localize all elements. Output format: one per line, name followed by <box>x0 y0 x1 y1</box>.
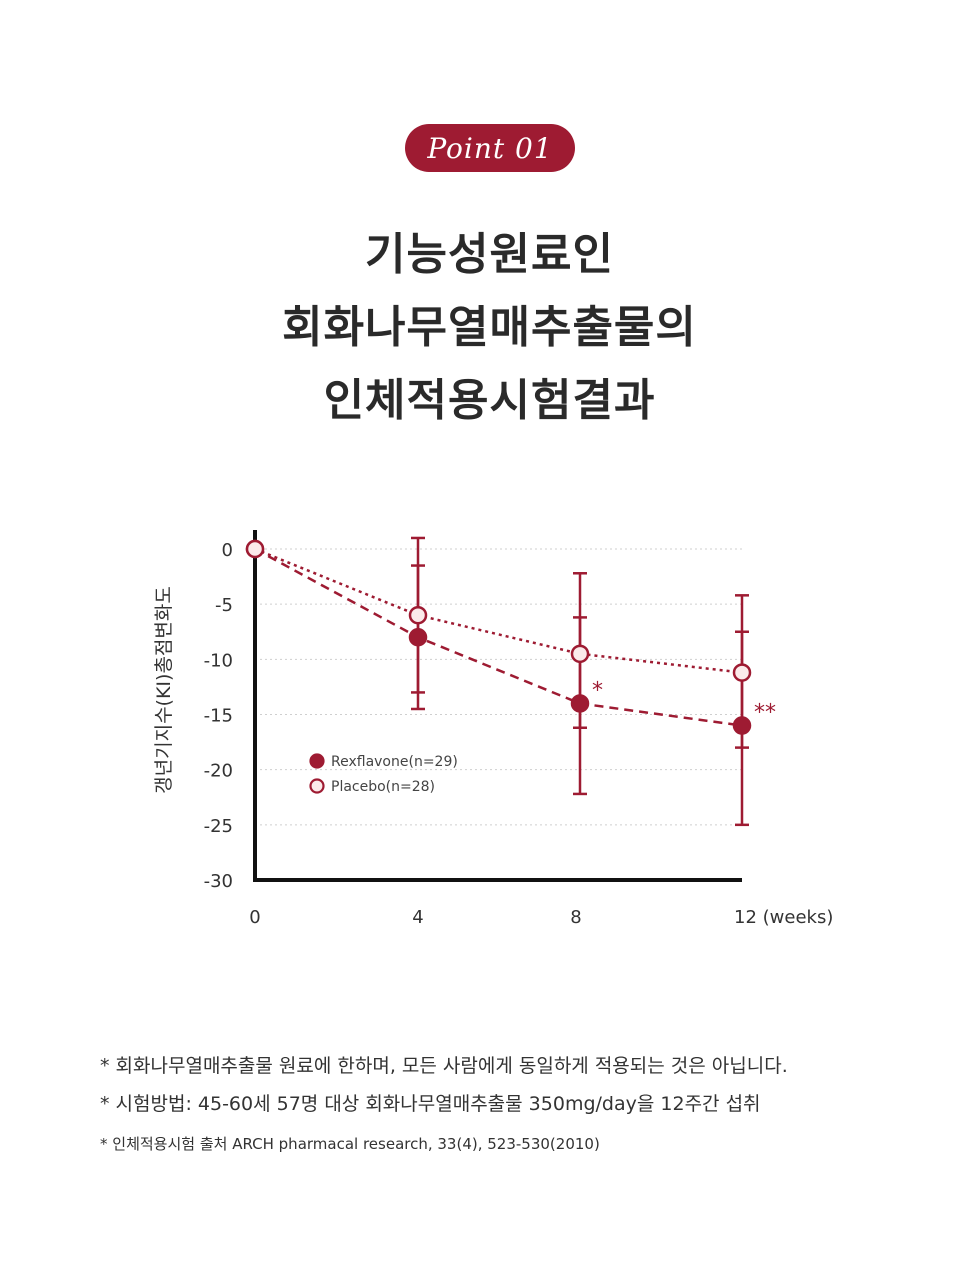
axes <box>253 530 742 882</box>
data-point <box>408 605 428 625</box>
headline-line-2: 회화나무열매추출물의 <box>282 302 697 353</box>
headline-line-1: 기능성원료인 <box>365 229 614 280</box>
legend-marker <box>309 778 325 794</box>
grid-lines <box>255 548 742 826</box>
footnote-1: * 회화나무열매추출물 원료에 한하며, 모든 사람에게 동일하게 적용되는 것… <box>100 1055 788 1077</box>
y-tick-label: 0 <box>222 540 233 561</box>
significance-annotation: ** <box>754 701 776 726</box>
point-badge: Point 01 <box>405 124 575 172</box>
data-point <box>570 694 590 713</box>
data-point <box>245 539 265 559</box>
x-tick-label: 0 <box>249 907 260 928</box>
data-point <box>732 716 752 735</box>
x-tick-label: 12 (weeks) <box>734 907 833 928</box>
y-axis-label: 갱년기지수(KI)총점변화도 <box>153 586 175 794</box>
legend-label: Rexflavone(n=29) <box>331 754 458 770</box>
x-tick-label: 8 <box>570 907 581 928</box>
footnote-2: * 시험방법: 45-60세 57명 대상 회화나무열매추출물 350mg/da… <box>100 1093 761 1115</box>
series: *** <box>245 536 776 827</box>
y-tick-label: -5 <box>215 595 233 616</box>
y-tick-label: -20 <box>204 761 233 782</box>
headline: 기능성원료인 회화나무열매추출물의 인체적용시험결과 <box>0 218 979 437</box>
footnotes: * 회화나무열매추출물 원료에 한하며, 모든 사람에게 동일하게 적용되는 것… <box>100 1048 960 1162</box>
y-tick-label: -10 <box>204 650 233 671</box>
legend-marker <box>309 753 325 769</box>
tick-labels: 0 -5 -10 -15 -20 -25 -30 0 4 8 12 (weeks) <box>204 540 834 928</box>
series-line <box>254 547 743 727</box>
y-tick-label: -25 <box>204 816 233 837</box>
legend: Rexflavone(n=29) Placebo(n=28) <box>309 753 458 795</box>
legend-label: Placebo(n=28) <box>331 779 435 795</box>
data-point <box>408 628 428 647</box>
x-tick-label: 4 <box>412 907 423 928</box>
y-tick-label: -15 <box>204 706 233 727</box>
data-point <box>570 644 590 664</box>
data-point <box>732 663 752 682</box>
significance-annotation: * <box>592 678 603 703</box>
series-rexflavone <box>254 547 749 827</box>
y-tick-label: -30 <box>204 871 233 892</box>
footnote-3: * 인체적용시험 출처 ARCH pharmacal research, 33(… <box>100 1135 600 1153</box>
ki-change-chart: 0-5-10-15-20-25-300 4 8 12 (weeks) *** Rexf… <box>153 530 834 928</box>
headline-line-3: 인체적용시험결과 <box>323 375 656 426</box>
series-line <box>254 547 743 674</box>
